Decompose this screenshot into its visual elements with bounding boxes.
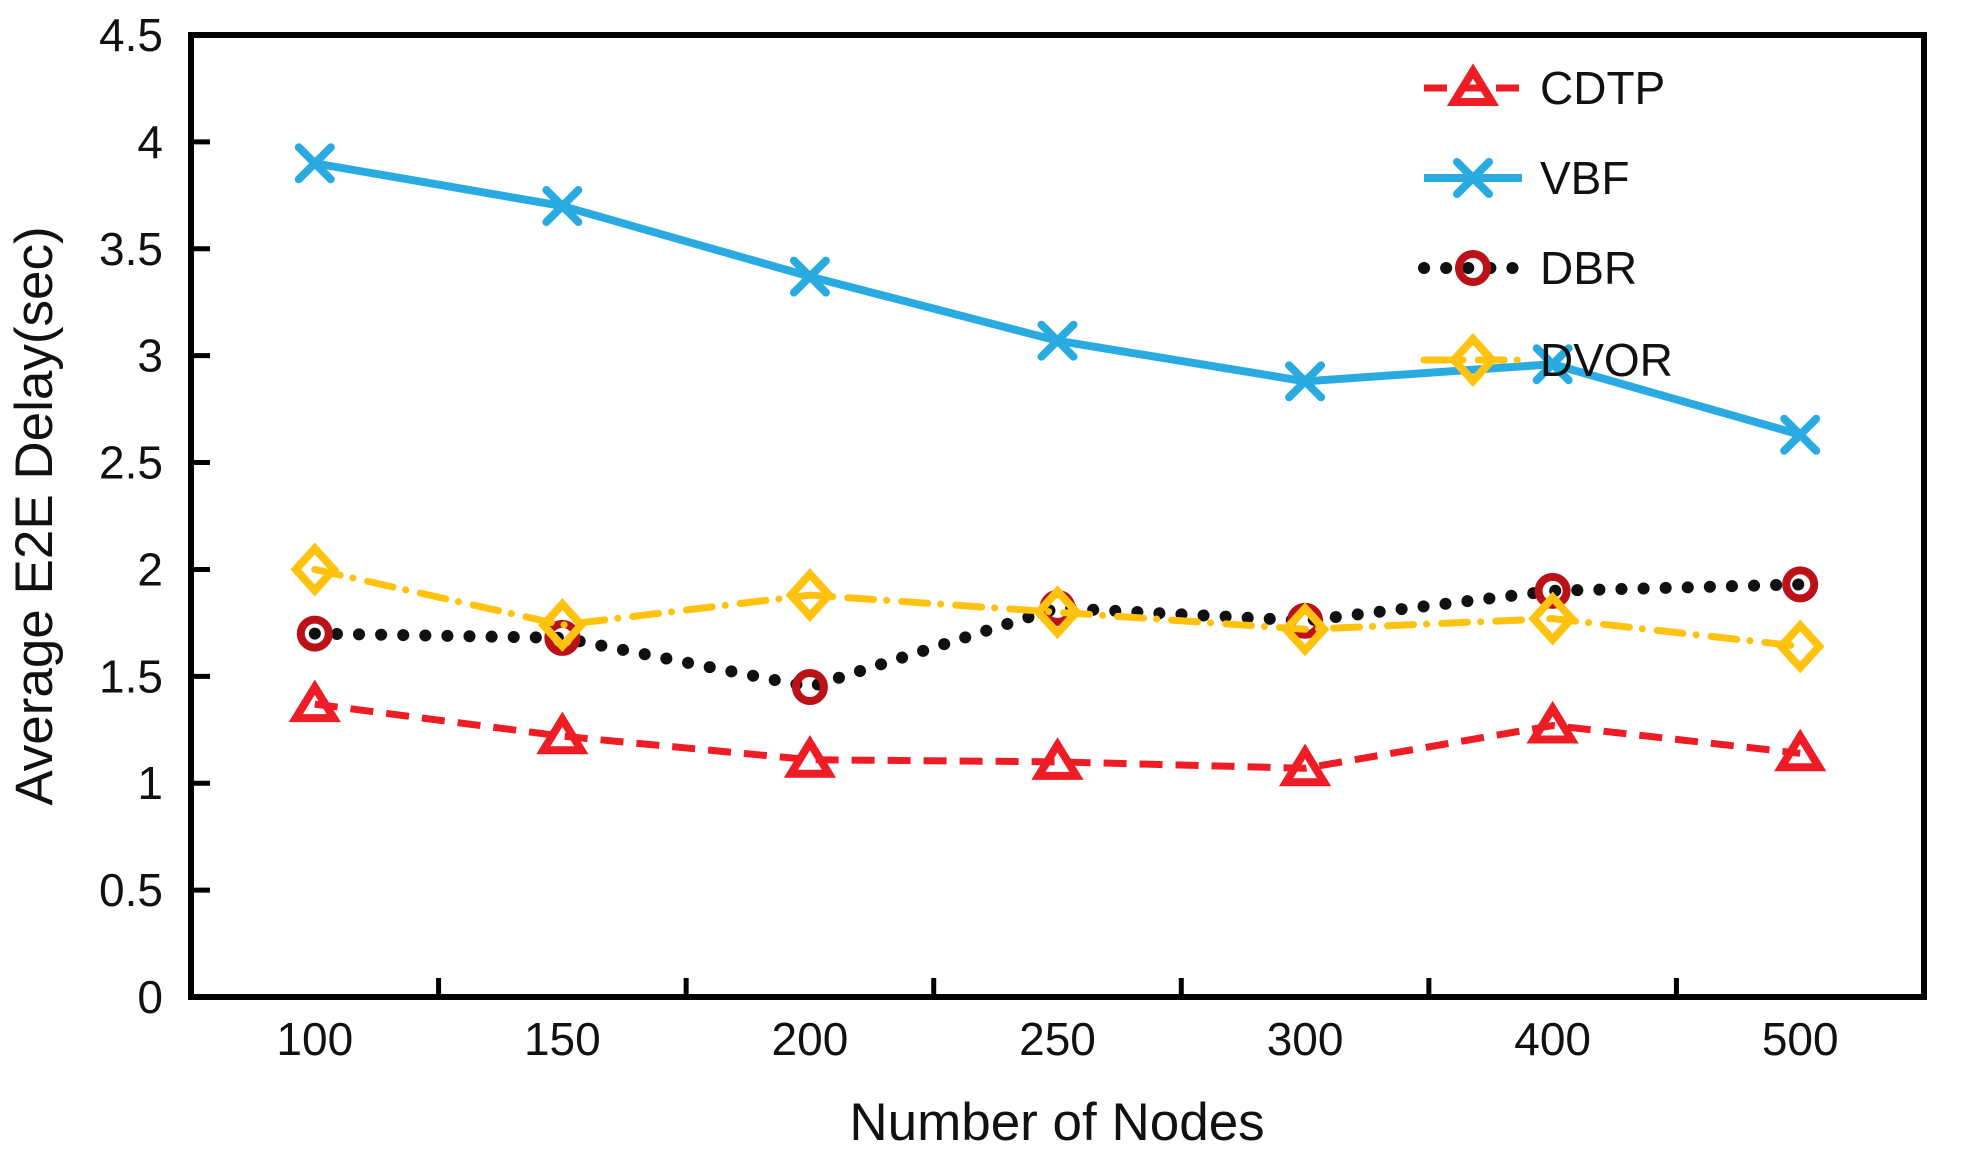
legend-label-DBR: DBR	[1540, 242, 1637, 294]
marker-DVOR	[1775, 619, 1825, 674]
x-tick-label: 250	[1019, 1013, 1096, 1065]
y-tick-label: 4	[137, 116, 163, 168]
series-DVOR	[290, 542, 1825, 674]
marker-VBF	[1780, 414, 1821, 455]
marker-CDTP	[1031, 737, 1084, 780]
legend-label-VBF: VBF	[1540, 152, 1629, 204]
series-CDTP	[288, 679, 1827, 787]
y-tick-label: 1.5	[99, 650, 163, 702]
y-tick-label: 0	[137, 971, 163, 1023]
marker-VBF	[1037, 320, 1078, 361]
marker-CDTP	[1774, 728, 1827, 772]
marker-DBR	[791, 669, 828, 706]
marker-VBF	[294, 143, 335, 184]
marker-DVOR	[1280, 602, 1330, 657]
legend-marker-VBF	[1453, 158, 1493, 198]
y-tick-label: 3.5	[99, 223, 163, 275]
x-axis-title: Number of Nodes	[849, 1093, 1264, 1152]
marker-CDTP	[1278, 743, 1332, 787]
marker-CDTP	[783, 735, 837, 778]
marker-VBF	[1532, 344, 1573, 385]
y-axis-title: Average E2E Delay(sec)	[5, 226, 64, 805]
legend-label-CDTP: CDTP	[1540, 62, 1665, 114]
legend-item-DVOR: DVOR	[1420, 333, 1673, 387]
marker-DBR	[296, 615, 333, 652]
y-tick-label: 4.5	[99, 9, 163, 61]
y-tick-label: 0.5	[99, 864, 163, 916]
marker-DBR	[1782, 566, 1819, 603]
plot-frame	[188, 32, 1927, 1000]
plot-border	[188, 32, 1927, 1000]
x-tick-label: 400	[1514, 1013, 1591, 1065]
marker-CDTP	[288, 679, 341, 723]
legend-marker-CDTP	[1446, 63, 1500, 106]
marker-DVOR	[1033, 585, 1082, 640]
x-tick-label: 500	[1762, 1013, 1839, 1065]
x-tick-label: 100	[276, 1013, 353, 1065]
marker-CDTP	[1526, 700, 1579, 744]
marker-DVOR	[537, 598, 587, 652]
series-layer	[288, 143, 1827, 787]
legend-marker-DBR	[1455, 250, 1491, 286]
series-line-CDTP	[314, 700, 1801, 772]
legend-label-DVOR: DVOR	[1540, 334, 1673, 386]
marker-VBF	[789, 256, 830, 297]
series-VBF	[294, 143, 1821, 455]
x-tick-label: 200	[772, 1013, 849, 1065]
legend-marker-DVOR	[1448, 333, 1498, 387]
legend: CDTP VBF DBR DVOR	[1418, 62, 1673, 387]
axis-tick-labels: 0 0.5 1 1.5 2 2.5 3 3.5 4 4.5 100 150 200 250 300 400 50…	[99, 9, 1839, 1065]
marker-DVOR	[290, 542, 340, 597]
marker-DVOR	[1528, 591, 1578, 646]
marker-DBR	[1534, 572, 1571, 609]
legend-item-DBR: DBR	[1418, 242, 1637, 294]
marker-VBF	[542, 186, 583, 227]
legend-item-VBF: VBF	[1424, 152, 1629, 204]
x-tick-label: 300	[1267, 1013, 1344, 1065]
y-tick-label: 2.5	[99, 437, 163, 489]
series-line-DBR	[308, 578, 1807, 694]
y-tick-label: 1	[137, 757, 163, 809]
legend-item-CDTP: CDTP	[1424, 62, 1665, 114]
marker-DVOR	[785, 568, 835, 623]
marker-CDTP	[536, 711, 589, 755]
series-line-DVOR	[311, 565, 1804, 650]
y-tick-label: 3	[137, 330, 163, 382]
y-tick-label: 2	[137, 543, 163, 595]
axis-ticks	[191, 139, 1679, 997]
marker-VBF	[1285, 361, 1326, 402]
x-tick-label: 150	[524, 1013, 601, 1065]
